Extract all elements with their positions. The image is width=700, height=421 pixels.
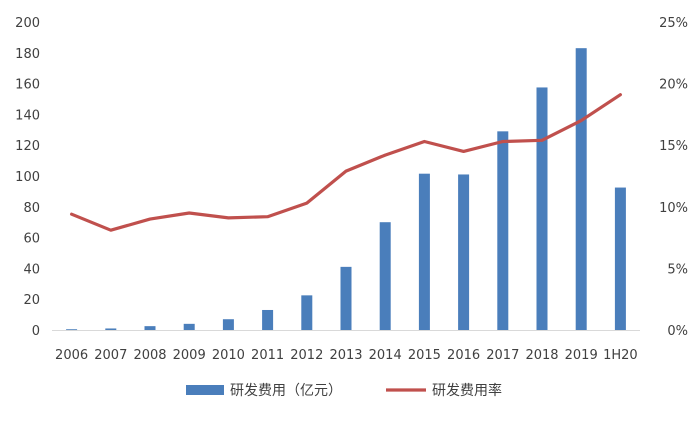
bar: [340, 266, 352, 330]
x-tick-label: 2006: [55, 348, 88, 363]
x-tick-label: 2015: [408, 348, 441, 363]
legend: 研发费用（亿元） 研发费用率: [186, 382, 502, 399]
right-tick-label: 10%: [659, 201, 688, 216]
bar: [418, 173, 430, 330]
bar: [66, 329, 78, 331]
x-tick-label: 2017: [486, 348, 519, 363]
left-tick-label: 200: [15, 16, 40, 31]
bar: [497, 131, 509, 330]
bar: [301, 295, 313, 330]
bar: [575, 48, 587, 331]
x-axis-ticks: 2006 2007 2008 2009 2010 2011 2012 2013 2014 2015…: [55, 348, 638, 363]
legend-swatch-bar: [186, 385, 224, 395]
left-tick-label: 160: [15, 78, 40, 93]
bar: [105, 328, 117, 330]
bar-series: [66, 48, 626, 331]
bar: [144, 326, 156, 330]
bar: [262, 309, 274, 330]
x-tick-label: 2010: [212, 348, 245, 363]
right-tick-label: 25%: [659, 16, 688, 31]
bar: [379, 222, 391, 330]
left-axis-ticks: 0 20 40 60 80 100 120 140 160 180 200: [15, 16, 40, 339]
x-tick-label: 1H20: [603, 348, 638, 363]
bar: [536, 87, 548, 330]
x-tick-label: 2012: [290, 348, 323, 363]
x-tick-label: 2019: [565, 348, 598, 363]
x-tick-label: 2013: [329, 348, 362, 363]
left-tick-label: 120: [15, 139, 40, 154]
right-tick-label: 0%: [667, 324, 688, 339]
right-tick-label: 15%: [659, 139, 688, 154]
right-tick-label: 20%: [659, 78, 688, 93]
left-tick-label: 140: [15, 108, 40, 123]
x-tick-label: 2014: [369, 348, 402, 363]
bar: [183, 323, 195, 330]
legend-label-line: 研发费用率: [432, 382, 502, 399]
bar: [222, 319, 234, 330]
bar: [458, 174, 470, 330]
x-tick-label: 2009: [173, 348, 206, 363]
left-tick-label: 20: [23, 293, 40, 308]
left-tick-label: 60: [23, 232, 40, 247]
left-tick-label: 0: [32, 324, 40, 339]
x-tick-label: 2007: [94, 348, 127, 363]
x-tick-label: 2016: [447, 348, 480, 363]
bar: [614, 187, 626, 330]
left-tick-label: 100: [15, 170, 40, 185]
rate-line-series: [69, 93, 623, 232]
left-tick-label: 40: [23, 262, 40, 277]
x-tick-label: 2018: [525, 348, 558, 363]
x-tick-label: 2011: [251, 348, 284, 363]
legend-label-bar: 研发费用（亿元）: [230, 383, 342, 399]
right-tick-label: 5%: [667, 262, 688, 277]
left-tick-label: 180: [15, 47, 40, 62]
x-tick-label: 2008: [133, 348, 166, 363]
right-axis-ticks: 0% 5% 10% 15% 20% 25%: [659, 16, 688, 339]
left-tick-label: 80: [23, 201, 40, 216]
